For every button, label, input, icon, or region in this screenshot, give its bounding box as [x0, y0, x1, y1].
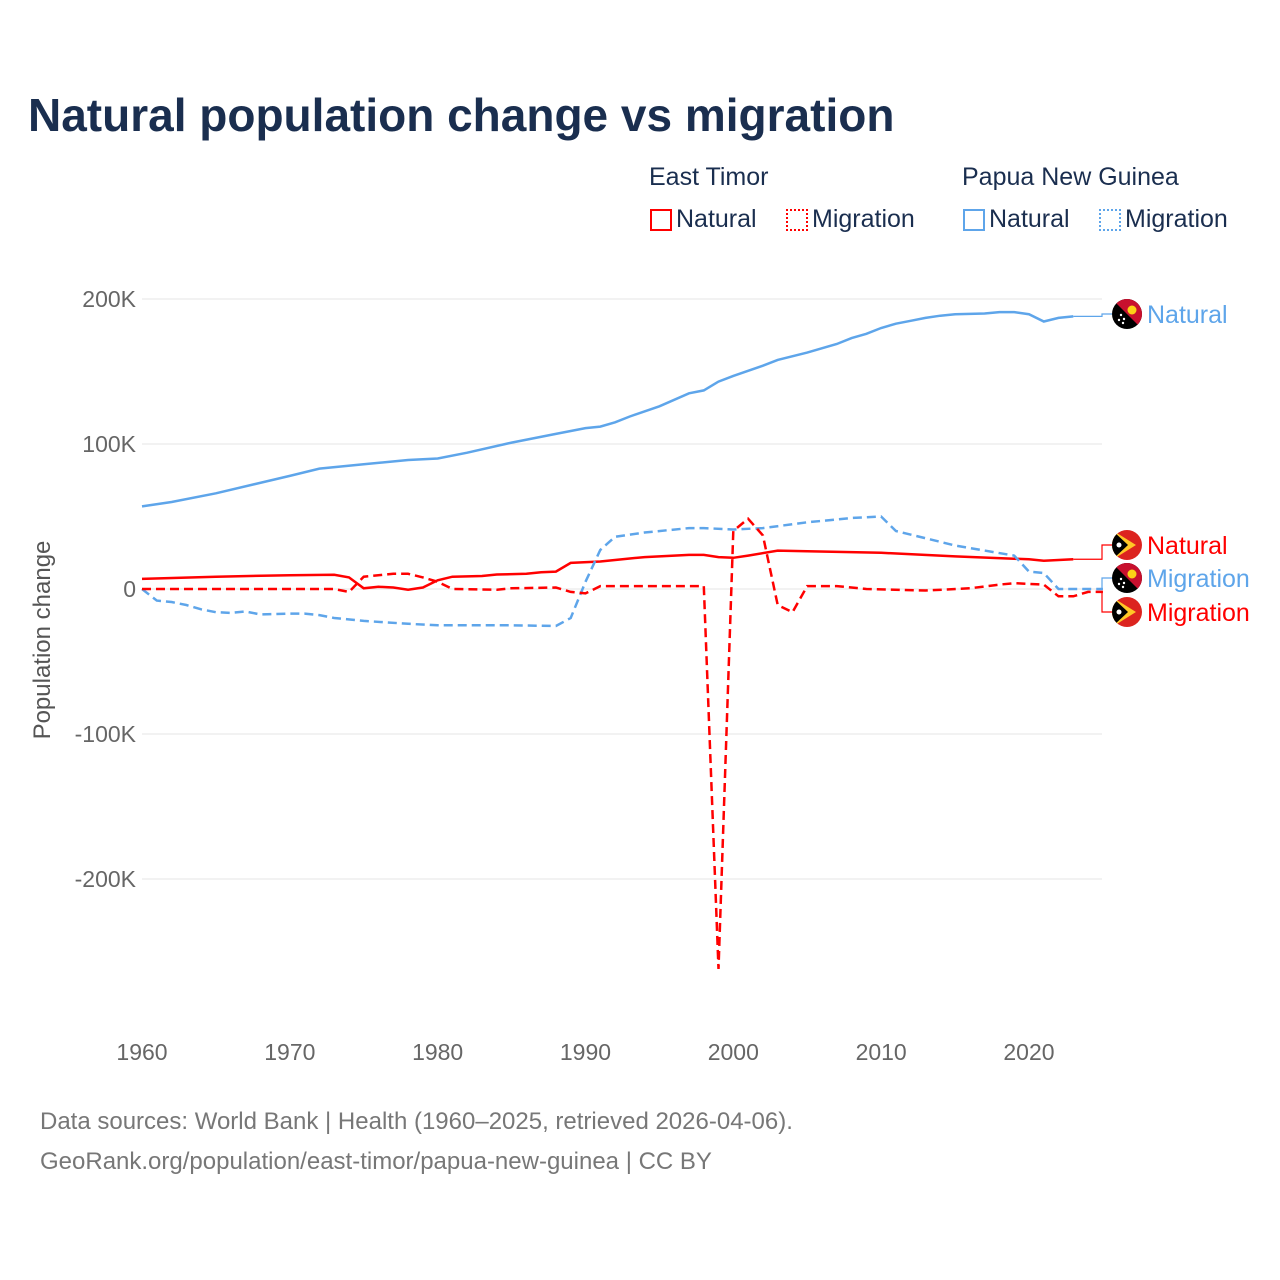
series-line-east-timor-migration[interactable] [142, 516, 1103, 969]
y-tick-label: -100K [75, 721, 137, 747]
series-line-papua-new-guinea-natural[interactable] [141, 310, 1074, 508]
x-tick-label: 2000 [708, 1039, 759, 1065]
chart-title: Natural population change vs migration [28, 89, 895, 141]
papua-new-guinea-flag-icon [1112, 563, 1142, 593]
y-axis-label: Population change [29, 541, 56, 740]
source-line-1: Data sources: World Bank | Health (1960–… [40, 1108, 793, 1135]
x-tick-label: 1980 [412, 1039, 463, 1065]
legend-et-natural[interactable]: Natural [650, 205, 757, 234]
legend-png-migration[interactable]: Migration [1099, 205, 1228, 234]
series-line-east-timor-natural[interactable] [141, 549, 1074, 591]
label-connector [1101, 591, 1112, 613]
x-tick-label: 2020 [1003, 1039, 1054, 1065]
series-line-papua-new-guinea-migration[interactable] [141, 515, 1103, 628]
y-tick-label: 0 [123, 576, 136, 602]
label-connector [1073, 313, 1112, 317]
legend-group-png: Papua New Guinea [962, 163, 1179, 191]
series-end-label: Migration [1147, 599, 1250, 627]
y-tick-label: -200K [75, 866, 137, 892]
series-end-label: Natural [1147, 301, 1228, 329]
x-tick-label: 2010 [856, 1039, 907, 1065]
legend-swatch [786, 208, 808, 231]
source-line-2[interactable]: GeoRank.org/population/east-timor/papua-… [40, 1148, 712, 1175]
label-connector [1101, 577, 1112, 590]
x-tick-label: 1960 [116, 1039, 167, 1065]
legend-label: Migration [812, 205, 915, 233]
legend-et-migration[interactable]: Migration [786, 205, 915, 234]
legend-label: Natural [989, 205, 1070, 233]
legend-png-natural[interactable]: Natural [963, 205, 1070, 234]
y-tick-label: 200K [82, 286, 136, 312]
papua-new-guinea-flag-icon [1112, 299, 1142, 329]
legend-swatch [650, 208, 672, 231]
series-end-label: Natural [1147, 532, 1228, 560]
label-connector [1073, 544, 1112, 560]
east-timor-flag-icon [1112, 530, 1142, 560]
y-tick-label: 100K [82, 431, 136, 457]
legend-label: Natural [676, 205, 757, 233]
x-tick-label: 1970 [264, 1039, 315, 1065]
legend-swatch [963, 208, 985, 231]
legend-group-east-timor: East Timor [649, 163, 769, 191]
legend-label: Migration [1125, 205, 1228, 233]
legend-swatch [1099, 208, 1121, 231]
series-end-label: Migration [1147, 565, 1250, 593]
x-tick-label: 1990 [560, 1039, 611, 1065]
east-timor-flag-icon [1112, 597, 1142, 627]
